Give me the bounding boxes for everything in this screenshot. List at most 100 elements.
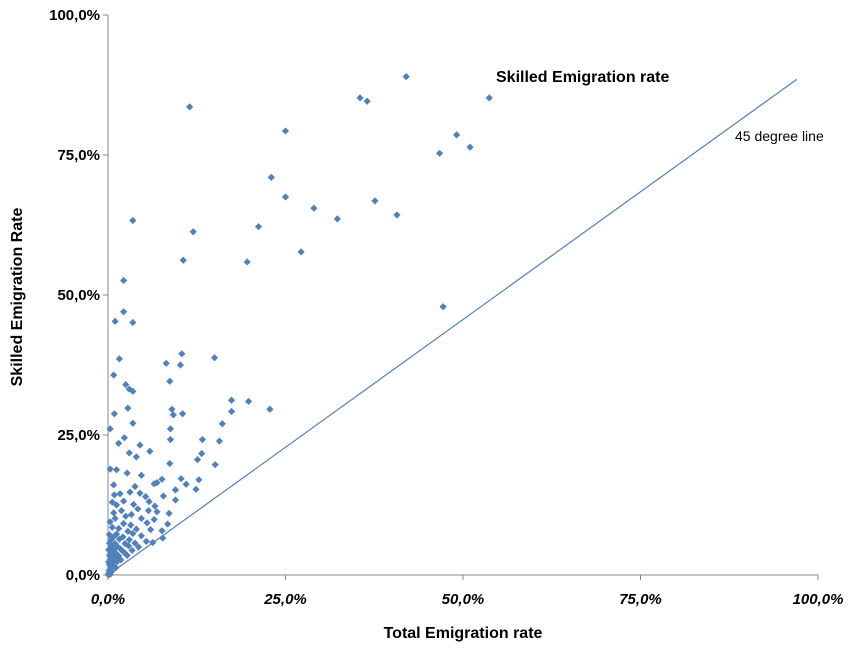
series-annotation: Skilled Emigration rate: [496, 69, 669, 86]
data-point: [243, 258, 251, 266]
data-point: [166, 435, 175, 444]
data-point: [112, 501, 121, 509]
data-point: [120, 276, 128, 285]
data-point: [244, 397, 253, 405]
data-point: [158, 527, 166, 535]
data-point: [119, 533, 127, 541]
data-point: [110, 371, 118, 379]
data-point: [136, 489, 144, 497]
data-point: [198, 435, 207, 444]
data-point: [297, 248, 305, 256]
data-point: [115, 524, 123, 533]
data-point: [146, 447, 154, 455]
x-tick-label: 0,0%: [91, 591, 125, 608]
data-point: [164, 520, 172, 528]
data-points: [104, 73, 493, 579]
data-point: [117, 556, 125, 564]
chart-labels: Total Emigration rate Skilled Emigration…: [9, 69, 824, 642]
data-point: [218, 420, 226, 428]
data-point: [112, 549, 120, 557]
data-point: [150, 515, 158, 524]
data-point: [129, 529, 137, 538]
data-point: [166, 425, 175, 433]
data-point: [178, 410, 187, 418]
data-point: [125, 385, 133, 393]
data-point: [120, 519, 128, 528]
data-point: [126, 488, 134, 496]
data-point: [142, 493, 150, 501]
data-point: [105, 531, 114, 539]
data-point: [439, 303, 447, 311]
data-point: [186, 103, 194, 111]
data-point: [112, 466, 121, 474]
data-point: [254, 223, 263, 231]
data-point: [178, 350, 186, 358]
data-point: [210, 354, 219, 362]
data-point: [149, 538, 157, 547]
data-point: [131, 482, 139, 491]
data-point: [132, 453, 140, 461]
data-point: [125, 449, 133, 457]
data-point: [176, 361, 185, 369]
data-point: [120, 308, 128, 316]
data-point: [120, 434, 128, 442]
data-point: [310, 204, 318, 212]
data-point: [211, 461, 219, 469]
data-point: [177, 475, 185, 483]
data-point: [143, 519, 151, 527]
data-point: [109, 552, 117, 561]
data-point: [356, 94, 364, 102]
data-point: [195, 476, 203, 484]
x-tick-label: 50,0%: [442, 591, 485, 608]
data-point: [453, 131, 461, 139]
data-point: [108, 523, 116, 531]
data-point: [435, 149, 444, 157]
data-point: [142, 537, 150, 545]
data-point: [122, 512, 130, 520]
data-point: [120, 549, 128, 557]
data-point: [112, 564, 120, 572]
data-point: [134, 505, 142, 513]
data-point: [227, 407, 236, 416]
data-point: [151, 502, 159, 510]
data-point: [129, 419, 137, 427]
data-point: [168, 405, 176, 413]
y-axis-title: Skilled Emigration Rate: [9, 208, 26, 387]
data-point: [105, 551, 114, 559]
data-point: [128, 546, 136, 554]
reference-line-annotation: 45 degree line: [735, 128, 824, 144]
data-point: [110, 481, 118, 489]
data-point: [147, 526, 155, 534]
data-point: [105, 539, 114, 547]
data-point: [129, 216, 137, 225]
data-point: [106, 465, 114, 473]
data-point: [363, 97, 371, 105]
data-point: [333, 215, 341, 223]
data-point: [192, 485, 200, 493]
data-point: [120, 497, 128, 505]
data-point: [266, 405, 274, 413]
data-point: [171, 496, 180, 504]
data-point: [267, 173, 275, 181]
data-point: [110, 491, 118, 499]
data-point: [129, 387, 137, 395]
data-point: [153, 508, 161, 516]
data-point: [153, 479, 161, 487]
x-tick-label: 100,0%: [793, 591, 844, 608]
data-point: [179, 256, 187, 264]
data-point: [111, 317, 119, 325]
data-point: [182, 480, 190, 488]
data-point: [134, 543, 143, 551]
data-point: [127, 510, 136, 519]
data-point: [189, 228, 197, 236]
data-point: [485, 94, 493, 102]
data-point: [158, 475, 166, 483]
data-point: [117, 507, 126, 515]
y-tick-label: 0,0%: [66, 567, 100, 584]
reference-line-group: [107, 78, 798, 576]
data-point: [104, 571, 112, 579]
data-point: [137, 471, 145, 479]
y-tick-label: 100,0%: [49, 7, 100, 24]
data-point: [215, 437, 224, 445]
y-tick-label: 50,0%: [57, 287, 100, 304]
